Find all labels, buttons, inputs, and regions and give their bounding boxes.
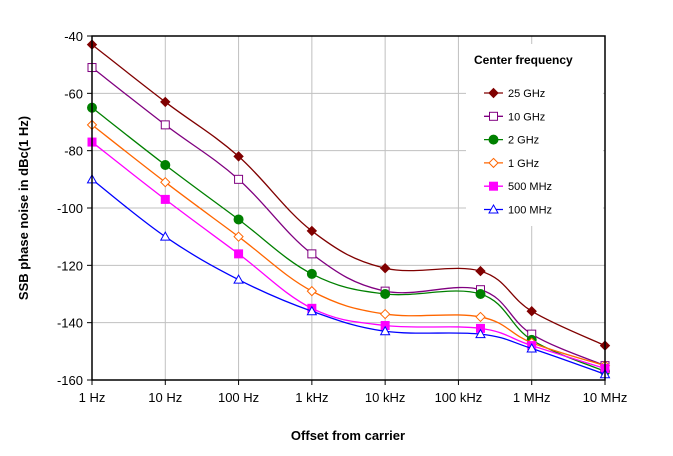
legend-label: 25 GHz — [508, 88, 545, 100]
data-point — [526, 342, 538, 353]
x-tick-label: 10 kHz — [365, 390, 405, 405]
y-tick-label: -100 — [57, 201, 83, 216]
legend-label: 2 GHz — [508, 135, 539, 147]
data-point — [475, 311, 486, 323]
legend-marker — [489, 111, 498, 121]
data-point — [475, 328, 486, 339]
data-point — [306, 268, 317, 279]
x-axis-label: Offset from carrier — [291, 428, 405, 443]
legend-label: 500 MHz — [508, 181, 552, 193]
x-tick-label: 1 MHz — [513, 390, 551, 405]
data-point — [233, 151, 244, 162]
data-point — [475, 265, 486, 277]
data-point — [380, 289, 391, 299]
data-point — [306, 305, 318, 316]
data-point — [233, 231, 244, 242]
y-tick-label: -60 — [64, 86, 83, 101]
y-tick-label: -140 — [57, 316, 83, 331]
legend-title: Center frequency — [474, 53, 573, 67]
data-point — [307, 249, 317, 259]
x-tick-label: 100 Hz — [218, 390, 259, 405]
data-point — [159, 231, 171, 241]
data-point — [234, 249, 244, 259]
data-point — [379, 325, 391, 336]
data-point — [233, 274, 244, 284]
x-tick-label: 10 MHz — [583, 390, 628, 405]
legend-label: 1 GHz — [508, 158, 539, 170]
legend-label: 10 GHz — [508, 111, 545, 123]
y-tick-label: -120 — [57, 258, 83, 273]
y-tick-label: -160 — [57, 373, 83, 388]
plot-area-border — [91, 35, 606, 381]
data-point — [526, 305, 537, 317]
x-tick-label: 100 kHz — [435, 390, 483, 405]
legend-label: 100 MHz — [508, 205, 552, 217]
series-line — [91, 44, 606, 347]
data-point — [306, 225, 318, 237]
x-tick-label: 10 Hz — [148, 390, 182, 405]
data-point — [160, 96, 171, 108]
legend-marker — [488, 157, 499, 169]
data-point — [160, 160, 171, 170]
data-point — [379, 308, 391, 320]
data-point — [475, 289, 486, 299]
series-line — [91, 67, 606, 367]
data-point — [234, 174, 244, 184]
legend-box — [466, 44, 603, 226]
x-tick-label: 1 Hz — [79, 390, 106, 405]
data-point — [233, 214, 244, 225]
legend-marker — [488, 87, 499, 99]
data-point — [160, 120, 170, 130]
x-tick-label: 1 kHz — [295, 390, 328, 405]
legend-marker — [488, 134, 499, 145]
y-axis-label: SSB phase noise in dBc(1 Hz) — [16, 116, 31, 300]
y-tick-label: -40 — [64, 29, 83, 44]
data-point — [379, 262, 391, 274]
legend-marker — [489, 181, 498, 191]
y-tick-label: -80 — [64, 144, 83, 159]
legend-marker — [488, 203, 499, 214]
data-point — [160, 194, 170, 204]
data-point — [306, 285, 318, 297]
data-point — [160, 176, 171, 188]
